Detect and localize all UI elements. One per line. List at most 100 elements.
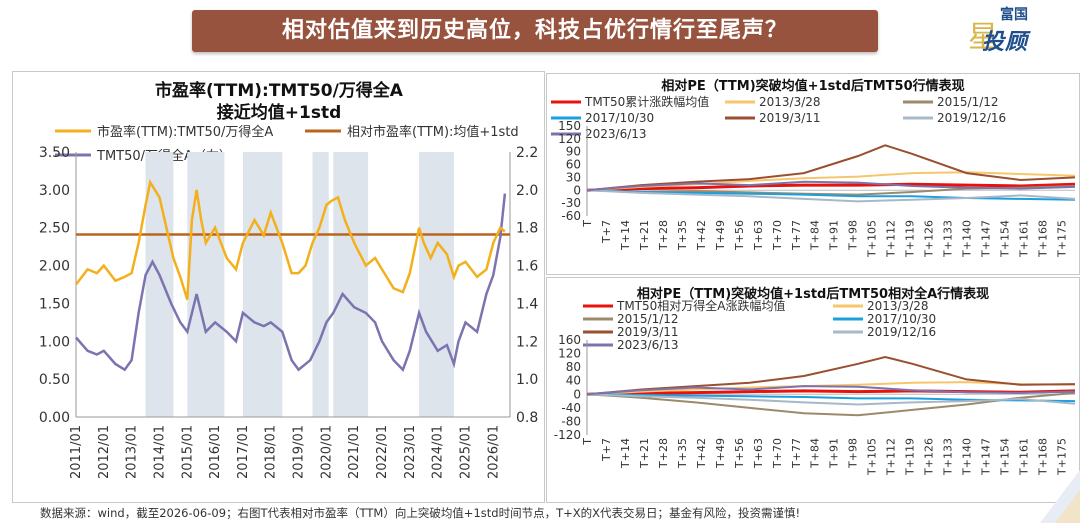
legend-label: TMT50相对万得全A涨跌幅均值 (616, 298, 786, 313)
x-tick-label: T+42 (695, 220, 708, 251)
x-tick-label: T+49 (714, 438, 727, 469)
pe-ratio-chart: 市盈率(TTM):TMT50/万得全A接近均值+1std市盈率(TTM):TMT… (39, 80, 539, 479)
x-tick-label: T+112 (885, 438, 898, 476)
star-logo-icon: 星 (968, 20, 998, 55)
x-tick-label: T+70 (771, 438, 784, 469)
x-tick-label: 2020/01 (319, 425, 334, 479)
y-tick-label: 80 (566, 360, 581, 374)
tmt50-performance-chart: 相对PE（TTM)突破均值+1std后TMT50行情表现TMT50累计涨跌幅均值… (551, 78, 1076, 258)
y-left-tick-label: 2.50 (39, 221, 70, 237)
y-left-tick-label: 3.00 (39, 183, 70, 199)
legend-label: 2019/3/11 (617, 325, 679, 339)
y-right-tick-label: 1.4 (516, 296, 538, 312)
x-tick-label: T+42 (695, 438, 708, 469)
x-tick-label: T+105 (866, 438, 879, 476)
x-tick-label: T+98 (847, 438, 860, 469)
x-tick-label: T+140 (961, 438, 974, 476)
y-tick-label: 120 (558, 347, 581, 361)
y-tick-label: 30 (566, 170, 581, 184)
right-bottom-chart-panel: 相对PE（TTM)突破均值+1std后TMT50相对全A行情表现 TMT50相对万… (546, 277, 1080, 503)
x-tick-label: T+112 (885, 220, 898, 258)
series-line (586, 393, 1076, 406)
x-tick-label: T+168 (1036, 438, 1049, 476)
x-tick-label: 2018/01 (264, 425, 279, 479)
y-tick-label: -120 (554, 428, 581, 442)
y-left-tick-label: 1.00 (39, 334, 70, 350)
y-tick-label: -40 (561, 401, 581, 415)
x-tick-label: T+77 (790, 438, 803, 469)
y-left-tick-label: 0.50 (39, 372, 70, 388)
series-line (586, 182, 1076, 192)
series-line (586, 189, 1076, 203)
logo-top-text: 富国 (1000, 7, 1028, 23)
shaded-period (242, 152, 283, 417)
y-tick-label: 0 (573, 183, 581, 197)
x-tick-label: T+91 (828, 438, 841, 469)
left-chart-panel: 市盈率(TTM):TMT50/万得全A 接近均值+1std 市盈率(TTM):TMT… (12, 71, 545, 503)
x-tick-label: T+161 (1017, 220, 1030, 258)
x-tick-label: 2016/01 (208, 425, 223, 479)
x-tick-label: T+140 (961, 220, 974, 258)
y-tick-label: 160 (558, 333, 581, 347)
series-line (586, 355, 1076, 396)
source-footnote: 数据来源：wind，截至2026-06-09；右图T代表相对市盈率（TTM）向上… (40, 506, 801, 520)
x-tick-label: T+84 (809, 438, 822, 469)
pe-series-line (75, 178, 506, 300)
x-tick-label: T+21 (638, 220, 651, 251)
x-tick-label: T+133 (942, 220, 955, 258)
y-left-tick-label: 0.00 (39, 410, 70, 426)
x-tick-label: T+28 (657, 220, 670, 251)
legend-label: 2017/10/30 (867, 312, 936, 326)
x-tick-label: T+147 (980, 438, 993, 476)
y-tick-label: 60 (566, 158, 581, 172)
x-tick-label: T+161 (1017, 438, 1030, 476)
x-tick-label: T (581, 438, 594, 446)
x-tick-label: 2013/01 (125, 425, 140, 479)
shaded-period (312, 152, 329, 417)
series-line (586, 385, 1076, 396)
legend-label: 2013/3/28 (759, 95, 821, 109)
legend-label: 2023/6/13 (585, 127, 647, 141)
y-right-tick-label: 1.0 (516, 372, 538, 388)
x-tick-label: 2019/01 (292, 425, 307, 479)
x-tick-label: T+35 (676, 438, 689, 469)
legend-label: 市盈率(TTM):TMT50/万得全A (97, 124, 273, 140)
y-right-tick-label: 2.2 (516, 145, 538, 161)
headline-banner: 相对估值来到历史高位，科技占优行情行至尾声？ (192, 10, 878, 52)
x-tick-label: T+168 (1036, 220, 1049, 258)
y-tick-label: 0 (573, 387, 581, 401)
x-tick-label: T+154 (999, 220, 1012, 258)
x-tick-label: T+63 (752, 438, 765, 469)
y-right-tick-label: 1.6 (516, 259, 538, 275)
series-line (586, 180, 1076, 192)
x-tick-label: 2017/01 (236, 425, 251, 479)
x-tick-label: T+133 (942, 438, 955, 476)
y-tick-label: -80 (561, 414, 581, 428)
x-tick-label: T+63 (752, 220, 765, 251)
series-line (586, 144, 1076, 192)
x-tick-label: T+56 (733, 220, 746, 251)
legend-label: 2019/3/11 (759, 111, 821, 125)
x-tick-label: T+175 (1055, 438, 1068, 476)
x-tick-label: T+7 (600, 438, 613, 462)
x-tick-label: 2011/01 (69, 425, 84, 479)
x-tick-label: T+7 (600, 220, 613, 244)
y-tick-label: 150 (558, 119, 581, 133)
x-tick-label: 2015/01 (180, 425, 195, 479)
series-line (586, 391, 1076, 417)
x-tick-label: 2025/01 (458, 425, 473, 479)
x-tick-label: T+105 (866, 220, 879, 258)
chart-title: 相对PE（TTM)突破均值+1std后TMT50相对全A行情表现 (637, 286, 989, 302)
x-tick-label: 2012/01 (97, 425, 112, 479)
x-tick-label: T+70 (771, 220, 784, 251)
legend-label: 2015/1/12 (617, 312, 679, 326)
tmt50-relative-performance-chart: 相对PE（TTM)突破均值+1std后TMT50相对全A行情表现TMT50相对万… (554, 286, 1076, 476)
y-tick-label: 40 (566, 374, 581, 388)
corner-decoration (1040, 470, 1080, 523)
legend-label: 2023/6/13 (617, 338, 679, 352)
x-tick-label: T+119 (904, 220, 917, 258)
x-tick-label: T+91 (828, 220, 841, 251)
x-tick-label: T+35 (676, 220, 689, 251)
x-tick-label: T+119 (904, 438, 917, 476)
x-tick-label: T+84 (809, 220, 822, 251)
